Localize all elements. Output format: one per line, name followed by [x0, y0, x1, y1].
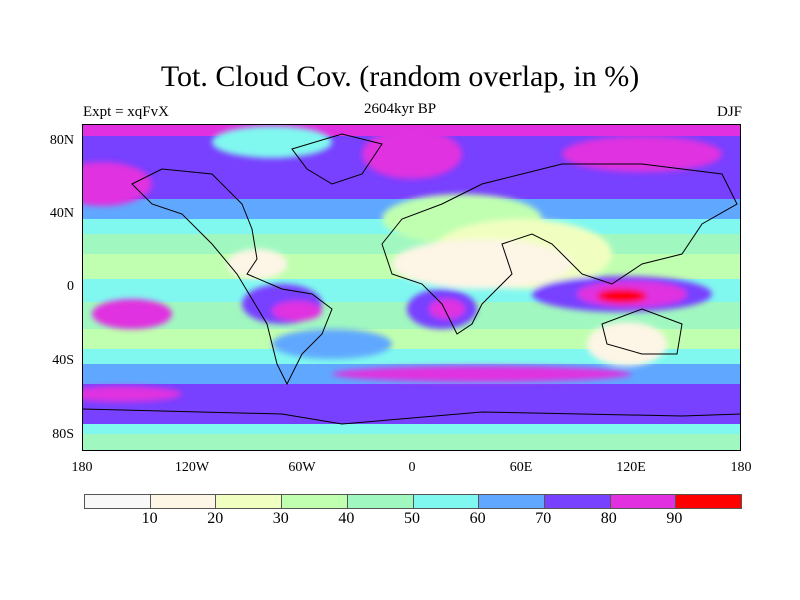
colorbar-swatch — [609, 495, 676, 508]
lon-label-180w: 180 — [71, 460, 93, 475]
season-label: DJF — [716, 104, 742, 120]
colorbar-swatch — [85, 495, 150, 508]
colorbar-swatch — [478, 495, 544, 508]
plot-title: Tot. Cloud Cov. (random overlap, in %) — [160, 60, 640, 93]
colorbar-label: 30 — [272, 510, 289, 527]
lon-label-120w: 120W — [174, 460, 210, 475]
experiment-label: Expt = xqFvX — [83, 104, 169, 120]
colorbar-swatch — [215, 495, 282, 508]
lat-label-40n: 40N — [49, 206, 74, 221]
lat-label-80n: 80N — [49, 133, 74, 148]
lon-label-180e: 180 — [730, 460, 752, 475]
colorbar-swatch — [543, 495, 610, 508]
colorbar-label: 50 — [404, 510, 420, 527]
colorbar-label: 40 — [338, 510, 355, 527]
colorbar-label: 90 — [666, 510, 683, 527]
colorbar-label: 60 — [469, 510, 486, 527]
colorbar-swatch — [346, 495, 413, 508]
lat-label-80s: 80S — [52, 427, 74, 442]
colorbar-swatch — [149, 495, 216, 508]
lat-label-0: 0 — [67, 279, 74, 294]
coastlines — [82, 133, 742, 425]
colorbar — [84, 494, 742, 509]
colorbar-label: 80 — [600, 510, 617, 527]
colorbar-label: 20 — [207, 510, 224, 527]
cloud-cover-map — [82, 124, 742, 451]
lat-label-40s: 40S — [52, 353, 74, 368]
colorbar-label: 10 — [141, 510, 158, 527]
lon-label-60w: 60W — [288, 460, 316, 475]
lon-label-60e: 60E — [509, 460, 533, 475]
period-label: 2604kyr BP — [363, 101, 437, 117]
colorbar-label: 70 — [535, 510, 552, 527]
lon-label-120e: 120E — [616, 460, 646, 475]
lon-label-0: 0 — [408, 460, 416, 475]
colorbar-swatch — [281, 495, 347, 508]
colorbar-swatch — [412, 495, 479, 508]
colorbar-swatch — [675, 495, 742, 508]
